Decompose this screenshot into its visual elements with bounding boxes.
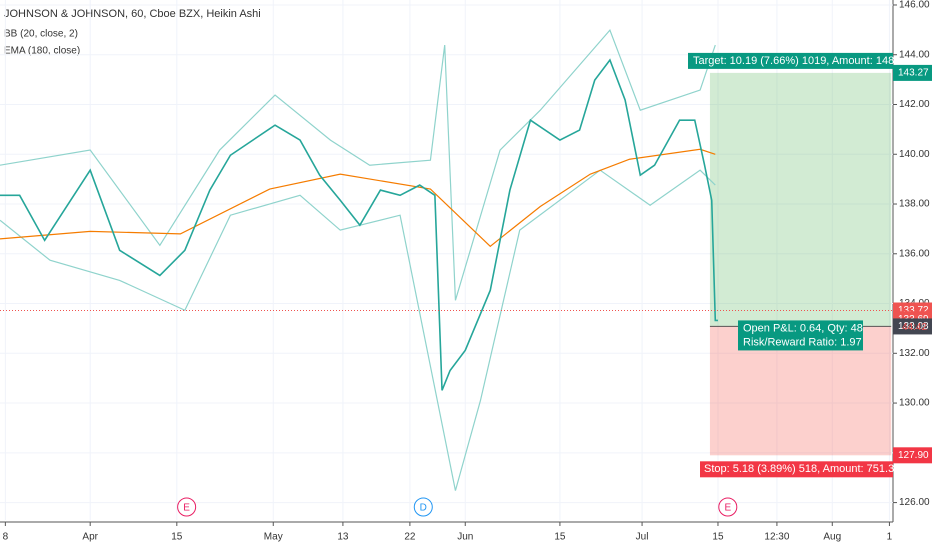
series-line <box>0 28 716 301</box>
series-line <box>0 58 718 391</box>
y-tick-label: 144.00 <box>899 49 930 60</box>
x-tick-label: 8 <box>3 532 9 543</box>
event-label: E <box>183 503 190 514</box>
stop-label-box: Stop: 5.18 (3.89%) 518, Amount: 751.36 <box>700 461 900 478</box>
y-tick-label: 136.00 <box>899 248 930 259</box>
x-tick-label: May <box>264 532 283 543</box>
x-tick-label: Jun <box>457 532 473 543</box>
price-label: 133.08 <box>898 321 929 332</box>
stop-label: Stop: 5.18 (3.89%) 518, Amount: 751.36 <box>704 463 900 475</box>
target-zone <box>709 72 892 327</box>
event-label: D <box>420 503 427 514</box>
label-bg <box>700 461 893 478</box>
pnl-label-box: Open P&L: 0.64, Qty: 48 Risk/Reward Ratio… <box>738 320 863 351</box>
label-bg <box>688 52 893 69</box>
y-tick-label: 138.00 <box>899 199 930 210</box>
event-marker <box>177 497 197 517</box>
x-tick-label: Jul <box>636 532 649 543</box>
price-label: 127.90 <box>898 450 929 461</box>
x-tick-label: 12:30 <box>764 532 789 543</box>
price-label: 143.27 <box>898 68 929 79</box>
legend-item: BB (20, close, 2) <box>4 29 78 40</box>
y-tick-label: 130.00 <box>899 398 930 409</box>
y-tick-label: 132.00 <box>899 348 930 359</box>
x-tick-label: Aug <box>823 532 841 543</box>
x-tick-label: 22 <box>404 532 416 543</box>
event-marker <box>718 497 738 517</box>
legend-item: EMA (180, close) <box>4 46 80 57</box>
countdown: 44:42 <box>902 322 927 333</box>
x-tick-label: 1 <box>887 532 893 543</box>
label-bg <box>738 320 863 351</box>
y-tick-label: 142.00 <box>899 99 930 110</box>
price-label: 133.72 <box>898 305 929 316</box>
x-tick-label: 15 <box>712 532 724 543</box>
x-tick-label: 15 <box>554 532 566 543</box>
event-marker <box>413 497 433 517</box>
series-line <box>0 148 716 248</box>
y-tick-label: 126.00 <box>899 497 930 508</box>
price-label-bg <box>893 447 932 464</box>
pnl-label: Open P&L: 0.64, Qty: 48 <box>743 322 863 334</box>
event-label: E <box>724 503 731 514</box>
x-tick-label: 15 <box>171 532 183 543</box>
y-tick-label: 140.00 <box>899 149 930 160</box>
x-tick-label: 13 <box>337 532 349 543</box>
pnl-label: Risk/Reward Ratio: 1.97 <box>743 336 862 348</box>
price-label-bg <box>893 318 932 335</box>
target-label-box: Target: 10.19 (7.66%) 1019, Amount: 1489… <box>688 52 903 69</box>
target-label: Target: 10.19 (7.66%) 1019, Amount: 1489… <box>693 55 903 67</box>
series-line <box>0 169 716 491</box>
chart-title: JOHNSON & JOHNSON, 60, Cboe BZX, Heikin … <box>4 8 261 20</box>
y-tick-label: 146.00 <box>899 0 930 11</box>
x-tick-label: Apr <box>82 532 98 543</box>
price-label-bg <box>893 64 932 81</box>
